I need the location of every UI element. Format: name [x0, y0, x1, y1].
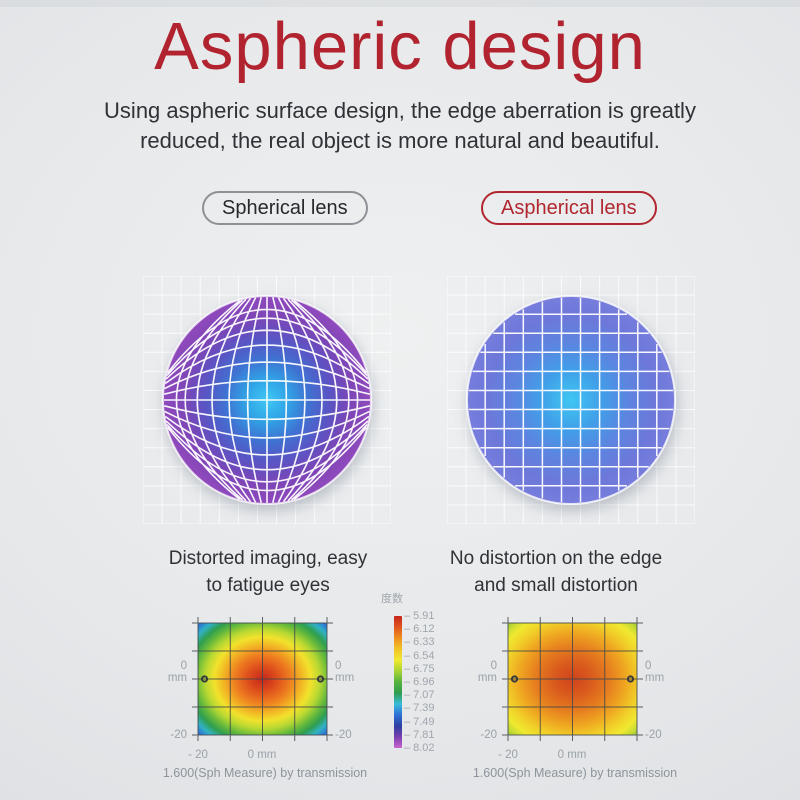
heatmap-caption: 1.600(Sph Measure) by transmission	[162, 766, 368, 780]
page-title: Aspheric design	[154, 9, 646, 84]
legend-tick-row: –6.96	[404, 675, 435, 688]
aspherical-lens-badge: Aspherical lens	[481, 191, 657, 225]
regular-grid	[468, 297, 674, 503]
aspherical-lens-badge-label: Aspherical lens	[501, 197, 637, 219]
y-axis-zero-label: 0 mm	[167, 660, 187, 685]
y-axis-neg20-label: -20	[335, 729, 352, 741]
legend-tick-row: –5.91	[404, 610, 435, 622]
heatmap-grid	[192, 617, 333, 741]
distorted-grid	[163, 296, 371, 504]
x-axis-neg20-label: - 20	[498, 749, 518, 761]
y-axis-zero-label: 0 mm	[645, 660, 665, 685]
heatmap-caption: 1.600(Sph Measure) by transmission	[472, 766, 678, 780]
legend-tick-row: –8.02	[404, 741, 435, 754]
x-axis-zero-label: 0 mm	[247, 749, 277, 761]
measure-point-icon	[626, 675, 635, 683]
legend-tick-row: –7.39	[404, 702, 435, 715]
legend-tick-row: –7.81	[404, 728, 435, 741]
subtitle-line-2: reduced, the real object is more natural…	[140, 128, 660, 154]
spherical-caption-line-2: to fatigue eyes	[206, 574, 330, 596]
legend-tick-labels: –5.91–6.12–6.33–6.54–6.75–6.96–7.07–7.39…	[404, 610, 444, 754]
x-axis-zero-label: 0 mm	[557, 749, 587, 761]
heatmap-plot	[502, 617, 643, 741]
legend-tick-row: –6.54	[404, 649, 435, 662]
legend-tick-row: –6.12	[404, 623, 435, 636]
aspherical-lens-figure	[447, 276, 695, 524]
subtitle: Using aspheric surface design, the edge …	[0, 96, 800, 157]
legend-tick-row: –6.33	[404, 636, 435, 649]
aspherical-caption-line-2: and small distortion	[474, 574, 638, 596]
y-axis-zero-label: 0 mm	[335, 660, 355, 685]
spherical-caption: Distorted imaging, easy to fatigue eyes	[118, 546, 418, 599]
measure-point-icon	[510, 675, 519, 683]
spherical-lens-figure	[143, 276, 391, 524]
legend-title: 度数	[381, 593, 403, 605]
y-axis-neg20-label: -20	[645, 729, 662, 741]
y-axis-zero-label: 0 mm	[477, 660, 497, 685]
spherical-caption-line-1: Distorted imaging, easy	[168, 548, 368, 569]
legend-tick-row: –7.07	[404, 689, 435, 702]
legend-tick-row: –7.49	[404, 715, 435, 728]
measure-point-icon	[200, 675, 209, 683]
heatmap-grid	[502, 617, 643, 741]
color-scale-bar	[394, 616, 402, 748]
spherical-lens-badge-label: Spherical lens	[222, 197, 348, 219]
aspherical-caption-line-1: No distortion on the edge	[449, 548, 663, 569]
measure-point-icon	[316, 675, 325, 683]
spherical-power-heatmap: 0 mm 0 mm -20 -20 - 20 0 mm 1.600(Sph Meas…	[140, 598, 390, 798]
color-scale-legend: 度数 –5.91–6.12–6.33–6.54–6.75–6.96–7.07–7…	[368, 586, 440, 776]
legend-tick-row: –6.75	[404, 662, 435, 675]
y-axis-neg20-label: -20	[170, 729, 187, 741]
subtitle-line-1: Using aspheric surface design, the edge …	[104, 98, 696, 123]
heatmap-plot	[192, 617, 333, 741]
spherical-lens-badge: Spherical lens	[202, 191, 368, 225]
aspherical-caption: No distortion on the edge and small dist…	[406, 546, 706, 599]
aspherical-power-heatmap: 0 mm 0 mm -20 -20 - 20 0 mm 1.600(Sph Meas…	[450, 598, 700, 798]
aspherical-lens-circle	[466, 295, 676, 505]
y-axis-neg20-label: -20	[480, 729, 497, 741]
x-axis-neg20-label: - 20	[188, 749, 208, 761]
